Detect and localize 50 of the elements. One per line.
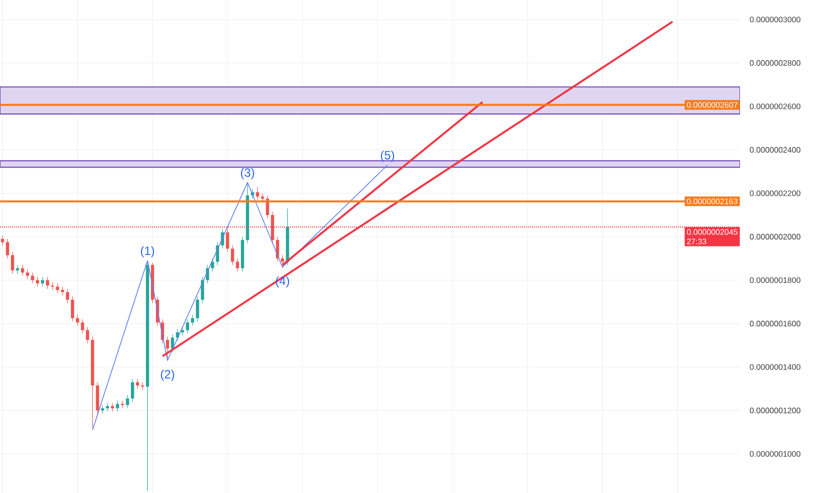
y-tick-label: 0.0000001000 xyxy=(750,451,800,457)
candlestick xyxy=(110,402,114,412)
candlestick xyxy=(116,400,120,412)
y-tick-label: 0.0000002600 xyxy=(750,104,800,110)
annotation: (4) xyxy=(276,276,290,288)
y-tick-label: 0.0000002200 xyxy=(750,190,800,196)
candlestick xyxy=(106,402,110,412)
candlestick xyxy=(66,288,70,304)
y-tick-label: 0.0000002400 xyxy=(750,147,800,153)
candlestick xyxy=(76,314,80,326)
line-series xyxy=(92,164,388,430)
ref-line-label: 0.0000002607 xyxy=(686,102,738,108)
annotation: (3) xyxy=(240,168,254,180)
candlestick xyxy=(46,276,50,290)
candlestick xyxy=(20,264,24,276)
annotation: (2) xyxy=(160,370,174,381)
annotation: 27:33 xyxy=(687,238,706,244)
candlestick xyxy=(6,238,10,259)
y-tick-label: 0.0000001800 xyxy=(750,277,800,283)
candlestick xyxy=(36,276,40,287)
candlestick xyxy=(196,296,200,322)
annotation: (5) xyxy=(380,150,394,162)
candlestick xyxy=(126,394,130,409)
candlestick xyxy=(16,264,20,274)
candlestick xyxy=(190,314,194,326)
candlestick xyxy=(86,326,90,344)
annotation: (1) xyxy=(140,246,154,258)
candlestick xyxy=(236,258,240,272)
candlestick xyxy=(70,296,74,322)
candlestick xyxy=(180,326,184,336)
candlestick xyxy=(26,268,30,280)
y-tick-label: 0.0000001200 xyxy=(750,408,800,414)
ref-line-label: 0.0000002045 xyxy=(686,229,738,235)
candlestick xyxy=(80,318,84,334)
candlestick xyxy=(10,252,14,274)
candlestick xyxy=(230,245,234,266)
candlestick xyxy=(186,318,190,334)
y-tick-label: 0.0000002800 xyxy=(750,60,800,66)
candlestick xyxy=(56,283,60,294)
y-tick-label: 0.0000002000 xyxy=(750,234,800,240)
y-tick-label: 0.0000001400 xyxy=(750,364,800,370)
candlestick xyxy=(166,336,170,361)
y-tick-label: 0.0000003000 xyxy=(750,16,800,22)
y-tick-label: 0.0000001600 xyxy=(750,320,800,326)
candlestick xyxy=(130,378,134,402)
candlestick xyxy=(40,276,44,287)
candlestick xyxy=(256,186,260,200)
candlestick xyxy=(226,228,230,252)
candlestick xyxy=(136,378,140,390)
ref-line-label: 0.0000002163 xyxy=(686,198,738,204)
